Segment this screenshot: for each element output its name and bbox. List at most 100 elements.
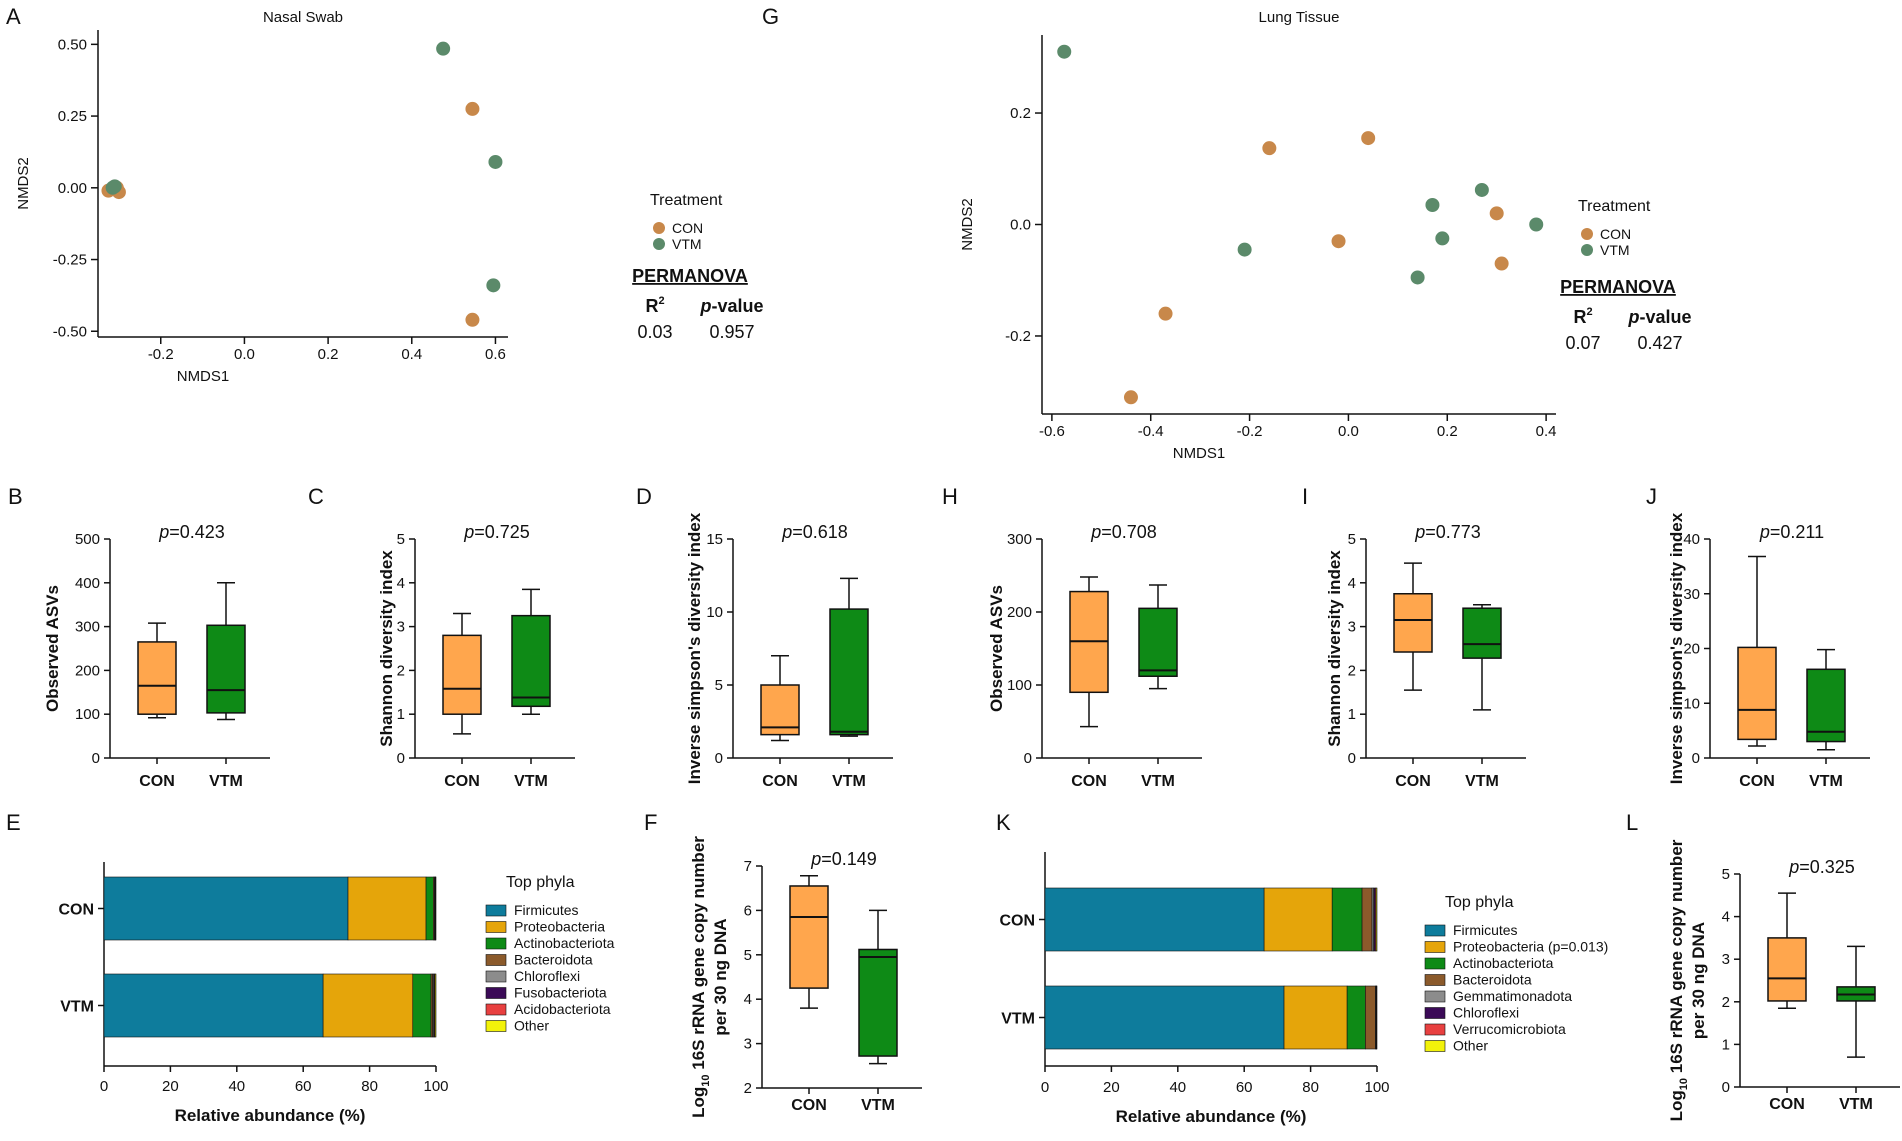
p-italic: p [1759, 522, 1770, 542]
legend-label: Actinobacteriota [1453, 955, 1554, 971]
y-tick-label: 4 [744, 991, 752, 1008]
x-tick-label: 40 [228, 1078, 245, 1095]
y-tick-label: 3 [397, 619, 405, 636]
x-axis-label: Relative abundance (%) [1116, 1107, 1307, 1126]
y-tick-label: 0.25 [58, 108, 87, 125]
x-category-label: CON [444, 773, 480, 790]
y-axis-label: NMDS2 [15, 157, 32, 210]
bar-segment-firmicutes [1044, 887, 1265, 952]
log-subscript: 10 [1678, 1078, 1690, 1090]
y-axis-label-line1: Log10 16S rRNA gene copy number [1667, 839, 1690, 1121]
scatter-point-con [1331, 234, 1346, 249]
scatter-point-vtm [1474, 182, 1489, 197]
x-category-label: VTM [832, 773, 866, 790]
bar-segment-proteobacteria [322, 973, 414, 1038]
y-tick-label: 2 [1348, 662, 1356, 679]
panel-label-text: K [996, 810, 1011, 835]
legend-label: Firmicutes [1453, 922, 1518, 938]
panel-label-i: I [1302, 484, 1308, 509]
scatter-point-con [1494, 256, 1509, 271]
legend-swatch-actinobacteriota [485, 937, 507, 950]
scatter-point-vtm [1237, 242, 1252, 257]
p-italic: p [158, 522, 169, 542]
permanova-p-value: 0.427 [1637, 333, 1682, 353]
y-tick-label: 0.50 [58, 36, 87, 53]
y-tick-label: 6 [744, 902, 752, 919]
boxplot-panel-b: 0 100 200 300 400 500 CON VTM p=0.423 Observed AS… [43, 522, 270, 790]
y-tick-label: 500 [75, 531, 100, 548]
permanova-r2-value: 0.07 [1565, 333, 1600, 353]
bar-segment-firmicutes [103, 973, 324, 1038]
x-category-label: CON [1395, 773, 1431, 790]
y-tick-label: 0 [1692, 750, 1700, 767]
bar-segment-actinobacteriota [1346, 985, 1366, 1050]
y-tick-label: 100 [1007, 677, 1032, 694]
x-category-label: VTM [514, 773, 548, 790]
scatter-point-vtm [436, 41, 451, 56]
legend-label: Bacteroidota [514, 952, 593, 968]
scatter-point-con [465, 101, 480, 116]
boxplot-panel-h: 0 100 200 300 CON VTM p=0.708 Observed ASVs [987, 522, 1202, 790]
legend-swatch-acidobacteriota [485, 1003, 507, 1016]
y-tick-label: 0 [1024, 750, 1032, 767]
box-vtm [829, 608, 869, 736]
y-tick-label: -0.50 [53, 323, 87, 340]
box-con [1393, 593, 1433, 653]
scatter-point-vtm [1435, 231, 1450, 246]
legend-label: Fusobacteriota [514, 985, 607, 1001]
bar-segment-proteobacteria [1283, 985, 1348, 1050]
boxplot-panel-f: 2 3 4 5 6 7 CON VTM p=0.149 Log10 16S rRNA gene c… [689, 836, 922, 1118]
y-tick-label: 5 [1722, 866, 1730, 883]
legend-label: CON [1600, 226, 1631, 242]
y-category-label: VTM [1001, 1011, 1035, 1028]
y-axis-label-line2: per 30 ng DNA [711, 918, 730, 1035]
legend-swatch-chloroflexi [485, 970, 507, 983]
r2-superscript: 2 [658, 295, 664, 307]
x-category-label: VTM [1465, 773, 1499, 790]
p-value-label: p=0.773 [1414, 522, 1481, 542]
legend-label: Chloroflexi [1453, 1005, 1519, 1021]
permanova-p-value: 0.957 [709, 322, 754, 342]
bar-segment-other [1375, 887, 1378, 952]
x-category-label: CON [791, 1097, 827, 1114]
y-tick-label: 3 [1722, 951, 1730, 968]
y-tick-label: 0 [1348, 750, 1356, 767]
legend-marker-vtm [653, 238, 665, 250]
box-con [789, 885, 829, 989]
p-rest: -value [711, 296, 763, 316]
legend-title: Top phyla [1445, 894, 1514, 911]
legend-label: Chloroflexi [514, 968, 580, 984]
legend-title: Treatment [650, 192, 723, 209]
legend-label: Actinobacteriota [514, 935, 615, 951]
x-category-label: VTM [1839, 1096, 1873, 1113]
box-con [137, 641, 177, 715]
legend-title: Treatment [1578, 198, 1651, 215]
y-category-label: CON [999, 913, 1035, 930]
y-tick-label: 5 [744, 947, 752, 964]
boxplot-panel-l: 0 1 2 3 4 5 CON VTM p=0.325 Log10 16S rRNA gene c… [1667, 839, 1900, 1121]
legend-swatch-bacteroidota [1424, 974, 1446, 986]
y-axis-label: Inverse simpson's diversity index [685, 512, 704, 784]
x-tick-label: 0.0 [1338, 423, 1359, 440]
panel-label-j: J [1646, 484, 1657, 509]
scatter-title: Lung Tissue [1259, 9, 1340, 26]
panel-label-text: H [942, 484, 958, 509]
panel-label-g: G [762, 4, 779, 29]
box-con [442, 634, 482, 715]
y-axis-label: NMDS2 [959, 198, 976, 251]
ylabel-rest: 16S rRNA gene copy number [689, 836, 708, 1075]
legend-marker-con [1581, 228, 1593, 240]
y-tick-label: 0.00 [58, 180, 87, 197]
p-rest: =0.423 [169, 522, 225, 542]
scatter-panel-a: Nasal Swab -0.2 0.0 0.2 0.4 0.6 -0.50 -0.25 0.00… [15, 9, 764, 385]
panel-label-e: E [6, 810, 21, 835]
scatter-point-con [1123, 390, 1138, 405]
y-tick-label: 1 [397, 706, 405, 723]
y-tick-label: 300 [1007, 531, 1032, 548]
panel-label-a: A [6, 4, 21, 29]
y-tick-label: 4 [1348, 575, 1356, 592]
y-tick-label: 1 [1348, 706, 1356, 723]
y-tick-label: -0.2 [1005, 328, 1031, 345]
y-axis-label: Inverse simpson's diversity index [1667, 512, 1686, 784]
